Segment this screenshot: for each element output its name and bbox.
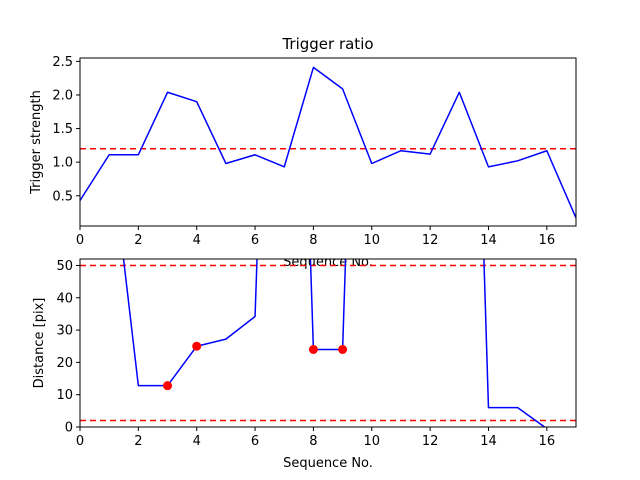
axis-ticks: 0 2 4 6 8 10 12 14 16 0.5 1.0 1.5 2.0 2.5 — [52, 55, 555, 248]
panel-background-strip — [60, 250, 590, 259]
x-tick-label: 10 — [363, 233, 380, 248]
series-line — [122, 259, 546, 427]
y-tick-label: 0 — [65, 421, 73, 436]
chart-title: Trigger ratio — [281, 35, 373, 53]
x-tick-label: 10 — [363, 434, 380, 449]
y-tick-label: 10 — [56, 388, 73, 403]
y-axis-label: Trigger strength — [29, 90, 44, 195]
y-tick-label: 1.5 — [52, 122, 73, 137]
y-tick-label: 30 — [56, 324, 73, 339]
x-tick-label: 6 — [251, 434, 259, 449]
distance-panel: 0 2 4 6 8 10 12 14 16 0 10 20 30 40 50 Sequence No. Di… — [32, 250, 590, 471]
series-line — [80, 66, 576, 219]
y-tick-label: 2.0 — [52, 88, 73, 103]
x-tick-label: 4 — [193, 434, 201, 449]
plot-area — [80, 66, 576, 219]
y-tick-label: 0.5 — [52, 189, 73, 204]
x-tick-label: 14 — [480, 434, 497, 449]
x-tick-label: 16 — [539, 233, 556, 248]
y-tick-label: 2.5 — [52, 55, 73, 70]
x-tick-label: 2 — [134, 434, 142, 449]
y-tick-label: 20 — [56, 356, 73, 371]
data-point-marker — [192, 341, 202, 351]
plot-frame — [79, 57, 577, 227]
plot-area — [80, 259, 576, 427]
y-axis-label: Distance [pix] — [32, 298, 47, 389]
x-tick-label: 12 — [422, 233, 439, 248]
x-tick-label: 12 — [422, 434, 439, 449]
x-tick-label: 0 — [76, 434, 84, 449]
y-tick-label: 1.0 — [52, 156, 73, 171]
x-tick-label: 6 — [251, 233, 259, 248]
plot-frame — [79, 258, 577, 428]
x-tick-label: 0 — [76, 233, 84, 248]
y-tick-label: 50 — [56, 259, 73, 274]
y-tick-label: 40 — [56, 291, 73, 306]
x-axis-label: Sequence No. — [283, 456, 373, 471]
data-point-marker — [163, 381, 173, 391]
x-tick-label: 16 — [539, 434, 556, 449]
x-tick-label: 4 — [193, 233, 201, 248]
data-point-marker — [308, 344, 318, 354]
axis-ticks: 0 2 4 6 8 10 12 14 16 0 10 20 30 40 50 — [56, 259, 555, 449]
data-point-marker — [338, 344, 348, 354]
x-tick-label: 2 — [134, 233, 142, 248]
x-tick-label: 14 — [480, 233, 497, 248]
x-tick-label: 8 — [309, 434, 317, 449]
x-tick-label: 8 — [309, 233, 317, 248]
